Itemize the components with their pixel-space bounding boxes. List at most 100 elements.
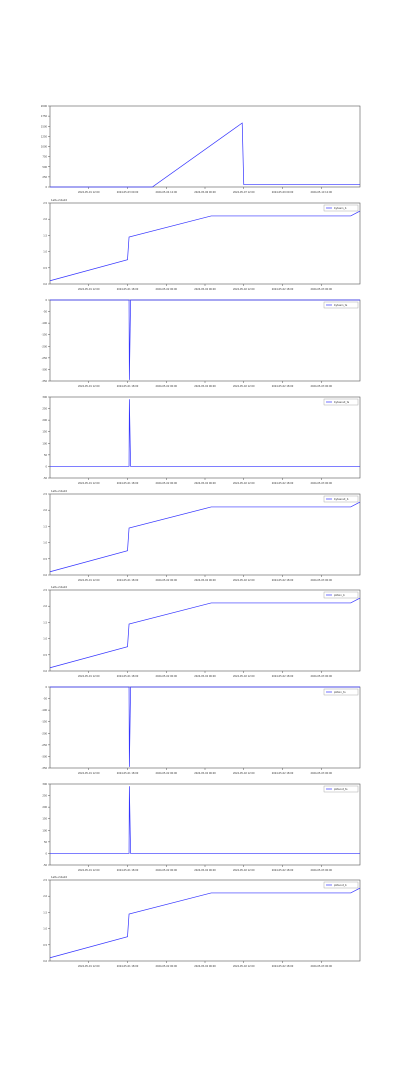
y-tick-label: 0.0 — [43, 670, 47, 673]
x-tick-label: 2024-05-02 00:00 — [155, 482, 177, 485]
legend-label: pktsin_b — [334, 593, 345, 597]
y-tick-label: 1.5 — [43, 621, 47, 624]
x-tick-label: 2024-05-01 12:00 — [78, 482, 100, 485]
series-line — [49, 210, 361, 282]
x-tick-label: 2024-05-02 06:00 — [194, 869, 216, 872]
y-tick-label: 250 — [42, 176, 47, 179]
x-tick-label: 2024-05-07 12:00 — [233, 191, 255, 194]
y-tick-label: 2.0 — [43, 605, 47, 608]
x-tick-label: 2024-05-02 00:00 — [155, 965, 177, 968]
x-tick-label: 2024-05-02 00:00 — [155, 288, 177, 291]
offset-text: 1e8+2.6e10 — [51, 875, 67, 879]
x-tick-label: 2024-05-03 00:00 — [310, 482, 332, 485]
y-tick-label: -350 — [42, 380, 48, 383]
legend-box — [323, 495, 359, 503]
y-tick-label: 0 — [45, 686, 47, 689]
x-tick-label: 2024-05-01 18:00 — [117, 869, 139, 872]
y-tick-label: 0 — [45, 186, 47, 189]
y-tick-label: 2.0 — [43, 218, 47, 221]
plot-frame — [49, 202, 361, 285]
x-tick-label: 2024-05-03 00:00 — [310, 772, 332, 775]
y-tick-label: 1.0 — [43, 638, 47, 641]
x-tick-label: 2024-05-02 18:00 — [272, 482, 294, 485]
chart-9: 0.0 0.5 1.0 1.5 2.0 2.5 2024-05-01 12:00 2024-0… — [43, 875, 361, 968]
x-tick-label: 2024-05-03 00:00 — [310, 579, 332, 582]
x-tick-label: 2024-05-02 06:00 — [194, 579, 216, 582]
y-tick-label: 100 — [42, 442, 47, 445]
y-tick-label: 0 — [45, 852, 47, 855]
y-tick-label: 1250 — [41, 135, 48, 138]
y-tick-label: 200 — [42, 806, 47, 809]
legend-label: bytesin_b — [334, 206, 347, 210]
y-tick-label: 50 — [44, 841, 48, 844]
y-tick-label: -100 — [42, 709, 48, 712]
chart-2: 0.0 0.5 1.0 1.5 2.0 2.5 2024-05-01 12:00 2024-0… — [43, 198, 361, 291]
legend-box — [323, 688, 359, 696]
y-tick-label: 0.0 — [43, 283, 47, 286]
x-tick-label: 2024-05-02 12:00 — [233, 288, 255, 291]
y-tick-label: -150 — [42, 334, 48, 337]
y-tick-label: 2.0 — [43, 895, 47, 898]
x-tick-label: 2024-05-02 06:00 — [194, 385, 216, 388]
x-tick-label: 2024-05-01 18:00 — [117, 385, 139, 388]
legend-box — [323, 591, 359, 599]
x-tick-label: 2024-05-01 12:00 — [78, 288, 100, 291]
y-tick-label: 2000 — [41, 105, 48, 108]
plot-frame — [49, 783, 361, 866]
y-tick-label: -50 — [43, 477, 47, 480]
plot-frame — [49, 686, 361, 769]
x-tick-label: 2024-05-02 18:00 — [272, 965, 294, 968]
legend-box — [323, 301, 359, 309]
y-tick-label: -50 — [43, 311, 47, 314]
x-tick-label: 2024-05-02 12:00 — [233, 579, 255, 582]
x-tick-label: 2024-05-02 18:00 — [272, 385, 294, 388]
y-tick-label: -200 — [42, 345, 48, 348]
chart-5: 0.0 0.5 1.0 1.5 2.0 2.5 2024-05-01 12:00 2024-0… — [43, 489, 361, 582]
y-tick-label: 2.5 — [43, 493, 47, 496]
series-line — [50, 299, 360, 380]
y-tick-label: 100 — [42, 829, 47, 832]
y-tick-label: 50 — [44, 454, 48, 457]
plot-frame — [49, 105, 361, 188]
legend-box — [323, 204, 359, 212]
x-tick-label: 2024-05-01 12:00 — [78, 772, 100, 775]
legend-box — [323, 785, 359, 793]
y-tick-label: -50 — [43, 698, 47, 701]
offset-text: 1e8+2.6e10 — [51, 489, 67, 493]
x-tick-label: 2024-05-01 12:00 — [78, 385, 100, 388]
x-tick-label: 2024-05-01 12:00 — [78, 965, 100, 968]
x-tick-label: 2024-05-01 18:00 — [117, 482, 139, 485]
y-tick-label: 1.0 — [43, 542, 47, 545]
x-tick-label: 2024-05-02 06:00 — [194, 772, 216, 775]
x-tick-label: 2024-05-01 12:00 — [78, 869, 100, 872]
chart-4: -50 0 50 100 150 200 250 300 2024-05-01 12:00 202… — [42, 396, 361, 485]
x-tick-label: 2024-05-02 06:00 — [194, 675, 216, 678]
x-tick-label: 2024-05-02 18:00 — [272, 772, 294, 775]
y-tick-label: 2.0 — [43, 509, 47, 512]
y-tick-label: 1.5 — [43, 234, 47, 237]
y-tick-label: 0.5 — [43, 944, 47, 947]
series-line — [49, 597, 361, 669]
x-tick-label: 2024-05-02 06:00 — [194, 288, 216, 291]
y-tick-label: -350 — [42, 767, 48, 770]
plot-frame — [49, 493, 361, 576]
y-tick-label: 300 — [42, 783, 47, 786]
y-tick-label: 0.0 — [43, 960, 47, 963]
plot-frame — [49, 879, 361, 962]
y-tick-label: -250 — [42, 357, 48, 360]
x-tick-label: 2024-05-02 12:00 — [233, 965, 255, 968]
offset-text: 1e8+2.6e10 — [51, 198, 67, 202]
y-tick-label: 1750 — [41, 115, 48, 118]
y-tick-label: 150 — [42, 818, 47, 821]
y-tick-label: -250 — [42, 744, 48, 747]
y-tick-label: -50 — [43, 864, 47, 867]
legend-box — [323, 398, 359, 406]
x-tick-label: 2024-05-02 00:00 — [155, 385, 177, 388]
x-tick-label: 2024-05-01 18:00 — [117, 965, 139, 968]
y-tick-label: 0.5 — [43, 267, 47, 270]
x-tick-label: 2024-05-03 00:00 — [117, 191, 139, 194]
y-tick-label: 250 — [42, 408, 47, 411]
x-tick-label: 2024-05-03 00:00 — [310, 869, 332, 872]
legend-label: bytesout_b — [334, 497, 349, 501]
